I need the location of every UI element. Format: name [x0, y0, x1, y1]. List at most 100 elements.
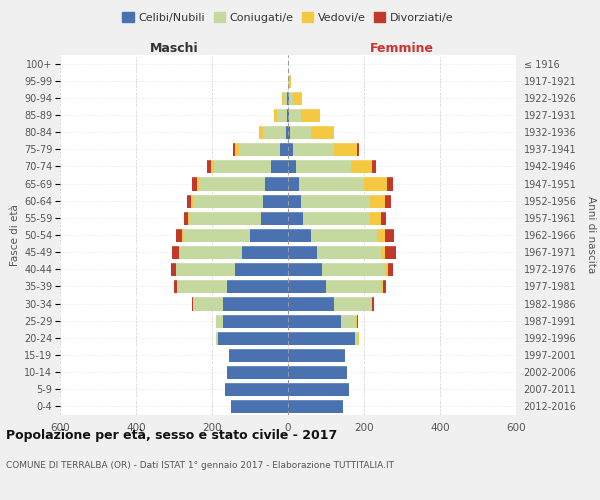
Bar — [322, 262, 385, 276]
Bar — [288, 91, 289, 105]
Bar — [283, 91, 284, 105]
Bar — [242, 245, 288, 259]
Bar — [381, 211, 386, 225]
Bar — [288, 160, 296, 173]
Bar — [293, 91, 302, 105]
Bar — [286, 125, 288, 139]
Bar — [288, 382, 349, 396]
Bar — [385, 194, 391, 207]
Bar — [192, 176, 197, 190]
Bar — [193, 194, 263, 207]
Bar — [175, 280, 178, 293]
Bar — [311, 228, 377, 242]
Bar — [250, 228, 288, 242]
Bar — [383, 280, 386, 293]
Bar — [290, 125, 311, 139]
Bar — [288, 314, 341, 328]
Bar — [284, 91, 287, 105]
Bar — [388, 262, 392, 276]
Bar — [191, 194, 193, 207]
Bar — [371, 160, 376, 173]
Bar — [296, 160, 351, 173]
Bar — [262, 211, 288, 225]
Bar — [187, 194, 191, 207]
Text: COMUNE DI TERRALBA (OR) - Dati ISTAT 1° gennaio 2017 - Elaborazione TUTTITALIA.I: COMUNE DI TERRALBA (OR) - Dati ISTAT 1° … — [6, 461, 394, 470]
Bar — [303, 211, 370, 225]
Bar — [176, 228, 182, 242]
Bar — [288, 108, 289, 122]
Text: Maschi: Maschi — [149, 42, 199, 55]
Bar — [289, 108, 301, 122]
Bar — [280, 142, 288, 156]
Bar — [334, 296, 371, 310]
Bar — [370, 194, 385, 207]
Bar — [218, 331, 288, 345]
Bar — [229, 348, 288, 362]
Bar — [385, 262, 388, 276]
Bar — [288, 211, 303, 225]
Bar — [176, 262, 235, 276]
Bar — [214, 160, 271, 173]
Bar — [350, 160, 371, 173]
Bar — [265, 176, 288, 190]
Text: Femmine: Femmine — [370, 42, 434, 55]
Bar — [356, 314, 357, 328]
Bar — [182, 228, 184, 242]
Bar — [326, 280, 381, 293]
Bar — [355, 331, 358, 345]
Bar — [385, 228, 394, 242]
Bar — [288, 296, 334, 310]
Bar — [288, 331, 355, 345]
Bar — [197, 176, 199, 190]
Bar — [274, 108, 277, 122]
Bar — [184, 211, 188, 225]
Bar — [301, 108, 320, 122]
Bar — [371, 296, 373, 310]
Y-axis label: Fasce di età: Fasce di età — [10, 204, 20, 266]
Bar — [216, 314, 223, 328]
Bar — [227, 365, 288, 379]
Bar — [211, 160, 214, 173]
Bar — [385, 245, 396, 259]
Bar — [287, 91, 288, 105]
Bar — [172, 245, 179, 259]
Bar — [193, 296, 223, 310]
Bar — [288, 142, 293, 156]
Bar — [235, 262, 288, 276]
Bar — [235, 142, 239, 156]
Bar — [192, 296, 193, 310]
Bar — [226, 382, 288, 396]
Bar — [216, 331, 218, 345]
Bar — [199, 176, 265, 190]
Bar — [311, 125, 334, 139]
Y-axis label: Anni di nascita: Anni di nascita — [586, 196, 596, 274]
Bar — [381, 245, 385, 259]
Bar — [171, 262, 176, 276]
Bar — [370, 211, 381, 225]
Bar — [289, 91, 293, 105]
Bar — [357, 142, 359, 156]
Bar — [231, 400, 288, 413]
Bar — [277, 108, 287, 122]
Bar — [288, 176, 299, 190]
Bar — [184, 228, 250, 242]
Bar — [180, 245, 242, 259]
Bar — [334, 142, 357, 156]
Bar — [263, 125, 286, 139]
Bar — [263, 194, 288, 207]
Bar — [288, 245, 317, 259]
Bar — [299, 176, 364, 190]
Bar — [188, 211, 189, 225]
Bar — [288, 400, 343, 413]
Bar — [233, 142, 235, 156]
Bar — [223, 296, 288, 310]
Bar — [259, 125, 263, 139]
Bar — [189, 211, 262, 225]
Bar — [178, 280, 227, 293]
Bar — [341, 314, 356, 328]
Bar — [288, 194, 301, 207]
Text: Popolazione per età, sesso e stato civile - 2017: Popolazione per età, sesso e stato civil… — [6, 430, 337, 442]
Bar — [223, 314, 288, 328]
Bar — [207, 160, 211, 173]
Bar — [288, 228, 311, 242]
